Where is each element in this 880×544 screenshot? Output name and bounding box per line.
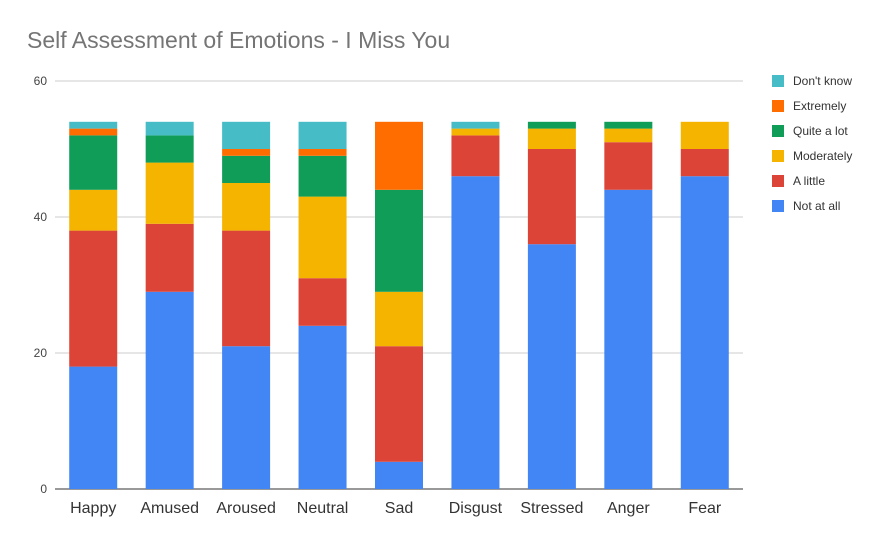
x-tick-label: Anger xyxy=(607,500,650,517)
x-axis: Happy Amused Aroused Neutral Sad Disgust Stres… xyxy=(70,500,722,517)
y-axis: 0 20 40 60 xyxy=(34,74,48,496)
bar-segment xyxy=(527,121,576,129)
bar-segment xyxy=(451,128,500,136)
bar-segment xyxy=(298,149,347,156)
y-tick-label: 20 xyxy=(34,346,48,360)
bar-segment xyxy=(69,230,118,367)
bar-segment xyxy=(222,183,271,231)
x-tick-label: Sad xyxy=(385,500,413,517)
bar-segment xyxy=(222,121,271,149)
bar-segment xyxy=(298,278,347,326)
bar-segment xyxy=(680,149,729,177)
bar-segment xyxy=(298,325,347,489)
bar-segment xyxy=(298,121,347,149)
legend: Don't know Extremely Quite a lot Moderately… xyxy=(772,74,852,213)
chart-title: Self Assessment of Emotions - I Miss You xyxy=(27,27,451,53)
bar-segment xyxy=(375,291,423,347)
bar-segment xyxy=(451,176,500,489)
legend-swatch xyxy=(772,75,784,87)
bar-segment xyxy=(222,346,271,489)
legend-entry: A little xyxy=(793,174,825,188)
legend-swatch xyxy=(772,125,784,137)
bar-segment xyxy=(680,176,729,489)
bar-segment xyxy=(145,135,194,163)
bar-segment xyxy=(527,244,576,489)
bar-segment xyxy=(451,135,500,177)
bar-segment xyxy=(604,142,653,190)
x-tick-label: Neutral xyxy=(297,500,349,517)
bar-segment xyxy=(604,189,653,490)
bar-segment xyxy=(145,223,194,292)
bar-segment xyxy=(527,128,576,149)
x-tick-label: Aroused xyxy=(216,500,276,517)
legend-swatch xyxy=(772,150,784,162)
bar-segment xyxy=(69,128,118,136)
bar-segment xyxy=(451,121,500,129)
bar-segment xyxy=(375,189,423,292)
legend-swatch xyxy=(772,100,784,112)
bar-segment xyxy=(222,230,271,347)
x-tick-label: Fear xyxy=(688,500,722,517)
x-tick-label: Amused xyxy=(140,500,199,517)
bar-segment xyxy=(222,155,271,183)
bar-segment xyxy=(69,189,118,231)
bar-segment xyxy=(69,135,118,190)
bars xyxy=(69,121,729,490)
bar-segment xyxy=(145,121,194,136)
legend-entry: Don't know xyxy=(793,74,852,88)
bar-segment xyxy=(69,121,118,129)
bar-segment xyxy=(604,128,653,143)
bar-segment xyxy=(69,366,118,489)
legend-entry: Not at all xyxy=(793,199,840,213)
legend-swatch xyxy=(772,175,784,187)
x-tick-label: Happy xyxy=(70,500,116,517)
bar-segment xyxy=(680,121,729,149)
legend-swatch xyxy=(772,200,784,212)
bar-segment xyxy=(375,346,423,462)
legend-entry: Moderately xyxy=(793,149,852,163)
y-tick-label: 0 xyxy=(40,482,47,496)
y-tick-label: 60 xyxy=(34,74,48,88)
bar-segment xyxy=(222,149,271,156)
bar-segment xyxy=(375,121,423,190)
y-tick-label: 40 xyxy=(34,210,48,224)
bar-segment xyxy=(298,196,347,279)
bar-segment xyxy=(375,461,423,489)
bar-segment xyxy=(145,291,194,489)
bar-segment xyxy=(298,155,347,197)
legend-entry: Quite a lot xyxy=(793,124,848,138)
legend-entry: Extremely xyxy=(793,99,846,113)
bar-segment xyxy=(145,162,194,224)
bar-segment xyxy=(527,149,576,245)
bar-segment xyxy=(604,121,653,129)
x-tick-label: Stressed xyxy=(520,500,583,517)
x-tick-label: Disgust xyxy=(449,500,503,517)
